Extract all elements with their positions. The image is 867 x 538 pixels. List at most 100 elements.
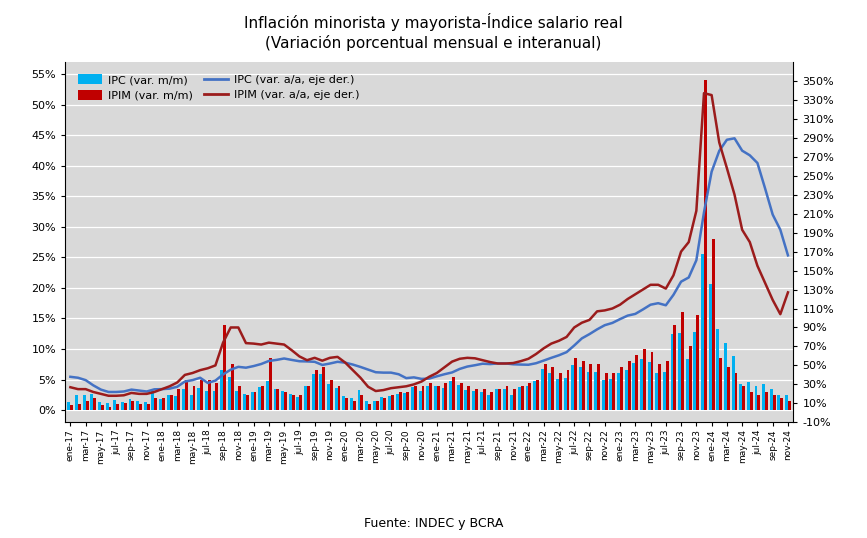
Bar [605,373,608,410]
Bar [556,379,559,410]
Bar [521,386,524,410]
Bar [750,392,753,410]
Bar [701,254,704,410]
Bar [228,377,231,410]
Bar [617,373,620,410]
Bar [106,403,108,410]
Bar [437,386,440,410]
Bar [594,372,597,410]
Bar [694,332,696,410]
Bar [663,372,666,410]
Bar [304,386,307,410]
Bar [457,385,460,410]
Bar [778,395,780,410]
Bar [636,355,638,410]
Bar [381,397,383,410]
Bar [724,343,727,410]
Bar [434,386,437,410]
Bar [472,391,475,410]
Bar [212,391,215,410]
Bar [770,389,772,410]
Bar [124,403,127,410]
Bar [674,324,676,410]
Bar [505,386,508,410]
Bar [357,390,361,410]
Bar [388,396,391,410]
Bar [174,396,177,410]
Bar [479,392,483,410]
Bar [407,392,409,410]
Bar [765,392,768,410]
Bar [597,364,600,410]
Bar [98,402,101,410]
Text: Inflación minorista y mayorista-Índice salario real: Inflación minorista y mayorista-Índice s… [244,13,623,31]
Bar [361,395,363,410]
Bar [82,395,86,410]
Bar [78,404,81,410]
Bar [533,381,536,410]
Bar [391,395,394,410]
Bar [513,389,516,410]
Bar [758,395,760,410]
Bar [128,399,132,410]
Bar [788,401,791,410]
Bar [139,404,142,410]
Bar [365,401,368,410]
Bar [154,398,157,410]
Bar [70,405,74,410]
Bar [261,386,264,410]
Bar [90,394,94,410]
Bar [449,381,452,410]
Bar [86,401,88,410]
Bar [490,392,493,410]
Bar [686,359,688,410]
Bar [236,391,238,410]
Bar [772,395,776,410]
Bar [323,367,325,410]
Bar [708,284,712,410]
Bar [632,363,636,410]
Bar [208,380,211,410]
Bar [411,387,414,410]
Bar [610,379,612,410]
Bar [253,392,257,410]
Bar [419,391,421,410]
Bar [101,405,104,410]
Bar [136,401,139,410]
Bar [716,329,720,410]
Bar [144,401,147,410]
Bar [223,324,226,410]
Bar [200,380,203,410]
Bar [704,80,707,410]
Bar [518,387,521,410]
Bar [720,358,722,410]
Bar [403,393,407,410]
Bar [678,332,681,410]
Bar [299,395,303,410]
Bar [251,392,253,410]
Bar [170,395,173,410]
Bar [465,390,467,410]
Bar [681,313,684,410]
Bar [582,361,584,410]
Bar [319,374,323,410]
Bar [353,401,355,410]
Bar [246,395,249,410]
Bar [658,364,661,410]
Bar [166,395,170,410]
Bar [574,358,577,410]
Bar [414,386,417,410]
Bar [628,361,630,410]
Bar [785,395,788,410]
Bar [177,389,180,410]
Bar [445,383,447,410]
Bar [528,383,531,410]
Bar [192,386,195,410]
Bar [754,386,758,410]
Bar [549,373,551,410]
Bar [231,364,233,410]
Bar [243,394,246,410]
Text: Fuente: INDEC y BCRA: Fuente: INDEC y BCRA [364,517,503,530]
Bar [571,365,574,410]
Bar [350,398,353,410]
